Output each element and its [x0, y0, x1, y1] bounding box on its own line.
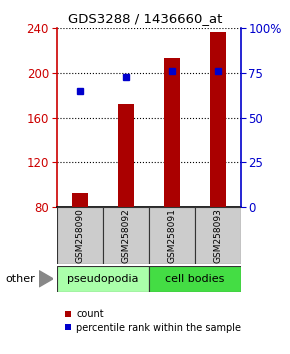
Text: GSM258093: GSM258093	[213, 208, 222, 263]
Legend: count, percentile rank within the sample: count, percentile rank within the sample	[66, 309, 241, 333]
Polygon shape	[39, 271, 53, 287]
Text: GSM258092: GSM258092	[121, 208, 130, 263]
Bar	[57, 266, 148, 292]
Bar	[117, 104, 134, 207]
Bar	[148, 207, 195, 264]
Bar	[72, 193, 88, 207]
Text: GSM258091: GSM258091	[167, 208, 176, 263]
Bar	[210, 32, 226, 207]
Text: GDS3288 / 1436660_at: GDS3288 / 1436660_at	[68, 12, 222, 25]
Bar	[103, 207, 148, 264]
Text: GSM258090: GSM258090	[75, 208, 84, 263]
Bar	[164, 58, 180, 207]
Bar	[148, 266, 241, 292]
Text: pseudopodia: pseudopodia	[67, 274, 138, 284]
Text: cell bodies: cell bodies	[165, 274, 224, 284]
Bar	[195, 207, 241, 264]
Text: other: other	[6, 274, 36, 284]
Bar	[57, 207, 103, 264]
